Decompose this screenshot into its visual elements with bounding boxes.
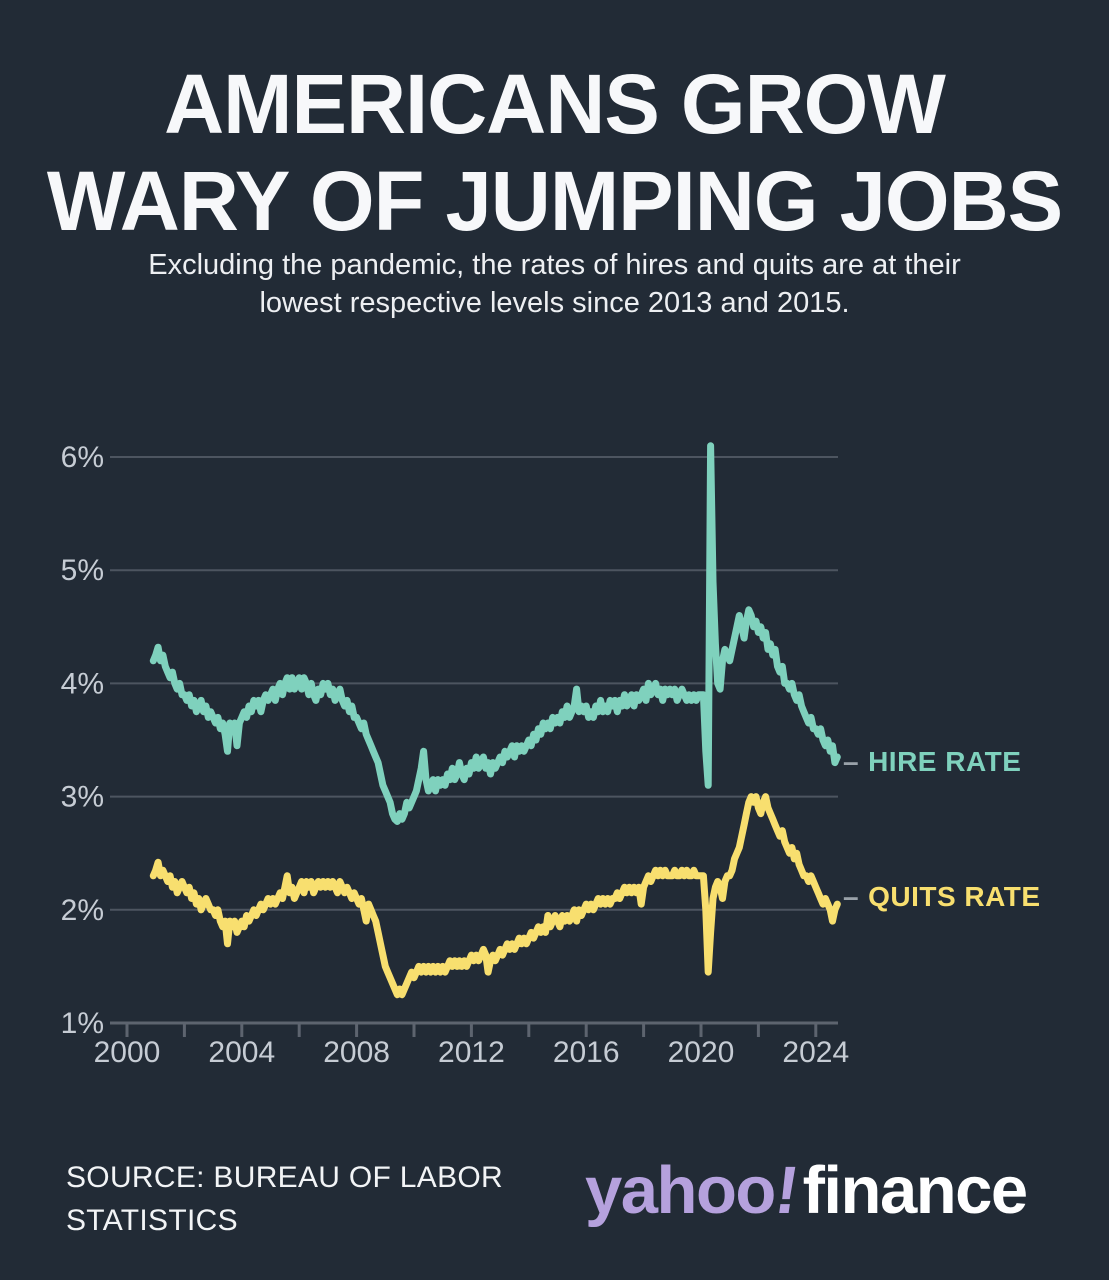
quits-rate-line-label: – QUITS RATE <box>843 881 1041 913</box>
y-tick-label-6pct: 6% <box>61 441 104 474</box>
source-line-2: STATISTICS <box>66 1204 238 1237</box>
x-tick-label-2012: 2012 <box>438 1036 505 1069</box>
page-title: AMERICANS GROW WARY OF JUMPING JOBS <box>0 56 1109 250</box>
quits-rate-label-text: QUITS RATE <box>868 881 1041 912</box>
hire-rate-line <box>149 442 841 825</box>
x-tick-label-2016: 2016 <box>553 1036 620 1069</box>
x-tick-label-2024: 2024 <box>782 1036 849 1069</box>
x-tick-label-2020: 2020 <box>668 1036 735 1069</box>
hire-rate-dash: – <box>843 746 860 777</box>
y-tick-label-1pct: 1% <box>61 1007 104 1040</box>
source-note: SOURCE: BUREAU OF LABOR STATISTICS <box>66 1156 503 1242</box>
quits-rate-dash: – <box>843 881 860 912</box>
yahoo-finance-logo: yahoo!finance <box>585 1153 1029 1228</box>
x-tick-label-2004: 2004 <box>208 1036 275 1069</box>
y-tick-label-5pct: 5% <box>61 554 104 587</box>
title-line-2: WARY OF JUMPING JOBS <box>46 154 1063 248</box>
y-tick-label-2pct: 2% <box>61 894 104 927</box>
logo-yahoo-text: yahoo <box>585 1153 776 1228</box>
logo-finance-text: finance <box>802 1153 1029 1228</box>
subtitle-line-1: Excluding the pandemic, the rates of hir… <box>148 249 961 281</box>
source-line-1: SOURCE: BUREAU OF LABOR <box>66 1161 503 1194</box>
subtitle-line-2: lowest respective levels since 2013 and … <box>259 287 850 319</box>
title-line-1: AMERICANS GROW <box>164 57 946 151</box>
y-tick-label-4pct: 4% <box>61 667 104 700</box>
x-tick-label-2008: 2008 <box>323 1036 390 1069</box>
subtitle: Excluding the pandemic, the rates of hir… <box>0 246 1109 322</box>
quits-rate-line <box>149 793 841 999</box>
x-tick-label-2000: 2000 <box>94 1036 161 1069</box>
y-tick-label-3pct: 3% <box>61 781 104 814</box>
hire-rate-line-label: – HIRE RATE <box>843 746 1021 778</box>
logo-exclamation: ! <box>770 1153 802 1228</box>
hire-rate-label-text: HIRE RATE <box>868 746 1022 777</box>
